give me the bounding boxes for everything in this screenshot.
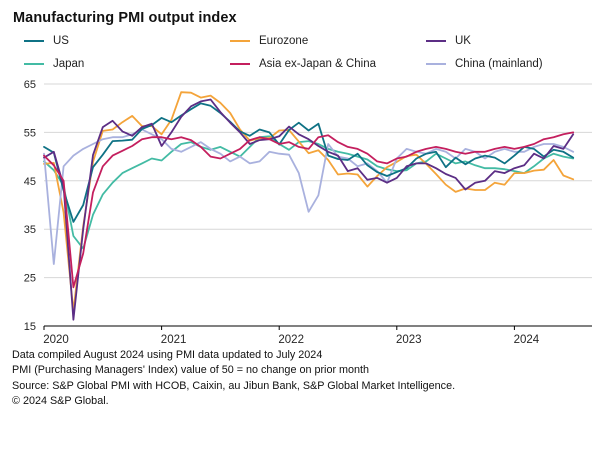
legend-swatch-asia-ex-japan-china: [230, 62, 250, 66]
legend-swatch-japan: [24, 62, 44, 66]
pmi-line-chart: 15 25 35 45 55 65 2020 2021 2022 2023 2024: [24, 79, 592, 346]
x-tick-label-2023: 2023: [396, 334, 422, 346]
y-tick-label-35: 35: [24, 224, 36, 236]
y-tick-label-25: 25: [24, 273, 36, 285]
x-tick-label-2024: 2024: [514, 334, 540, 346]
legend-item-uk: UK: [426, 35, 600, 47]
y-tick-label-15: 15: [24, 321, 36, 333]
series-line-us: [43, 102, 575, 223]
x-tick-label-2020: 2020: [43, 334, 69, 346]
series-line-uk: [43, 98, 575, 321]
legend-swatch-eurozone: [230, 39, 250, 43]
series-line-china-mainland: [43, 128, 575, 265]
legend-label: UK: [455, 35, 471, 47]
y-tick-label-45: 45: [24, 176, 36, 188]
footnote-pmi-definition: PMI (Purchasing Managers' Index) value o…: [12, 364, 370, 377]
y-tick-label-65: 65: [24, 79, 36, 91]
footnote-source: Source: S&P Global PMI with HCOB, Caixin…: [12, 379, 456, 392]
legend-swatch-china-mainland: [426, 62, 446, 66]
footnote-copyright: © 2024 S&P Global.: [12, 394, 109, 407]
legend-label: Japan: [53, 58, 85, 70]
series-line-japan: [43, 135, 575, 250]
chart-title: Manufacturing PMI output index: [13, 10, 237, 26]
series-line-eurozone: [43, 91, 575, 312]
legend-swatch-us: [24, 39, 44, 43]
chart-area: 15 25 35 45 55 65 2020 2021 2022 2023 2024: [0, 76, 600, 348]
x-tick-label-2021: 2021: [161, 334, 187, 346]
chart-footnotes: Data compiled August 2024 using PMI data…: [0, 349, 600, 409]
footnote-data-compiled: Data compiled August 2024 using PMI data…: [12, 349, 323, 361]
legend-swatch-uk: [426, 39, 446, 43]
legend-item-us: US: [24, 35, 230, 47]
y-tick-label-55: 55: [24, 127, 36, 139]
legend-item-japan: Japan: [24, 58, 230, 70]
legend-label: China (mainland): [455, 58, 543, 70]
x-tick-label-2022: 2022: [278, 334, 304, 346]
legend: US Eurozone UK Japan Asia ex-Japan & China Ch…: [0, 33, 600, 76]
legend-label: US: [53, 35, 69, 47]
legend-item-china-mainland: China (mainland): [426, 58, 600, 70]
series-line-asia-ex-japan-china: [43, 131, 575, 289]
legend-item-eurozone: Eurozone: [230, 35, 426, 47]
legend-item-asia-ex-japan-china: Asia ex-Japan & China: [230, 58, 426, 70]
legend-label: Asia ex-Japan & China: [259, 58, 376, 70]
legend-label: Eurozone: [259, 35, 309, 47]
